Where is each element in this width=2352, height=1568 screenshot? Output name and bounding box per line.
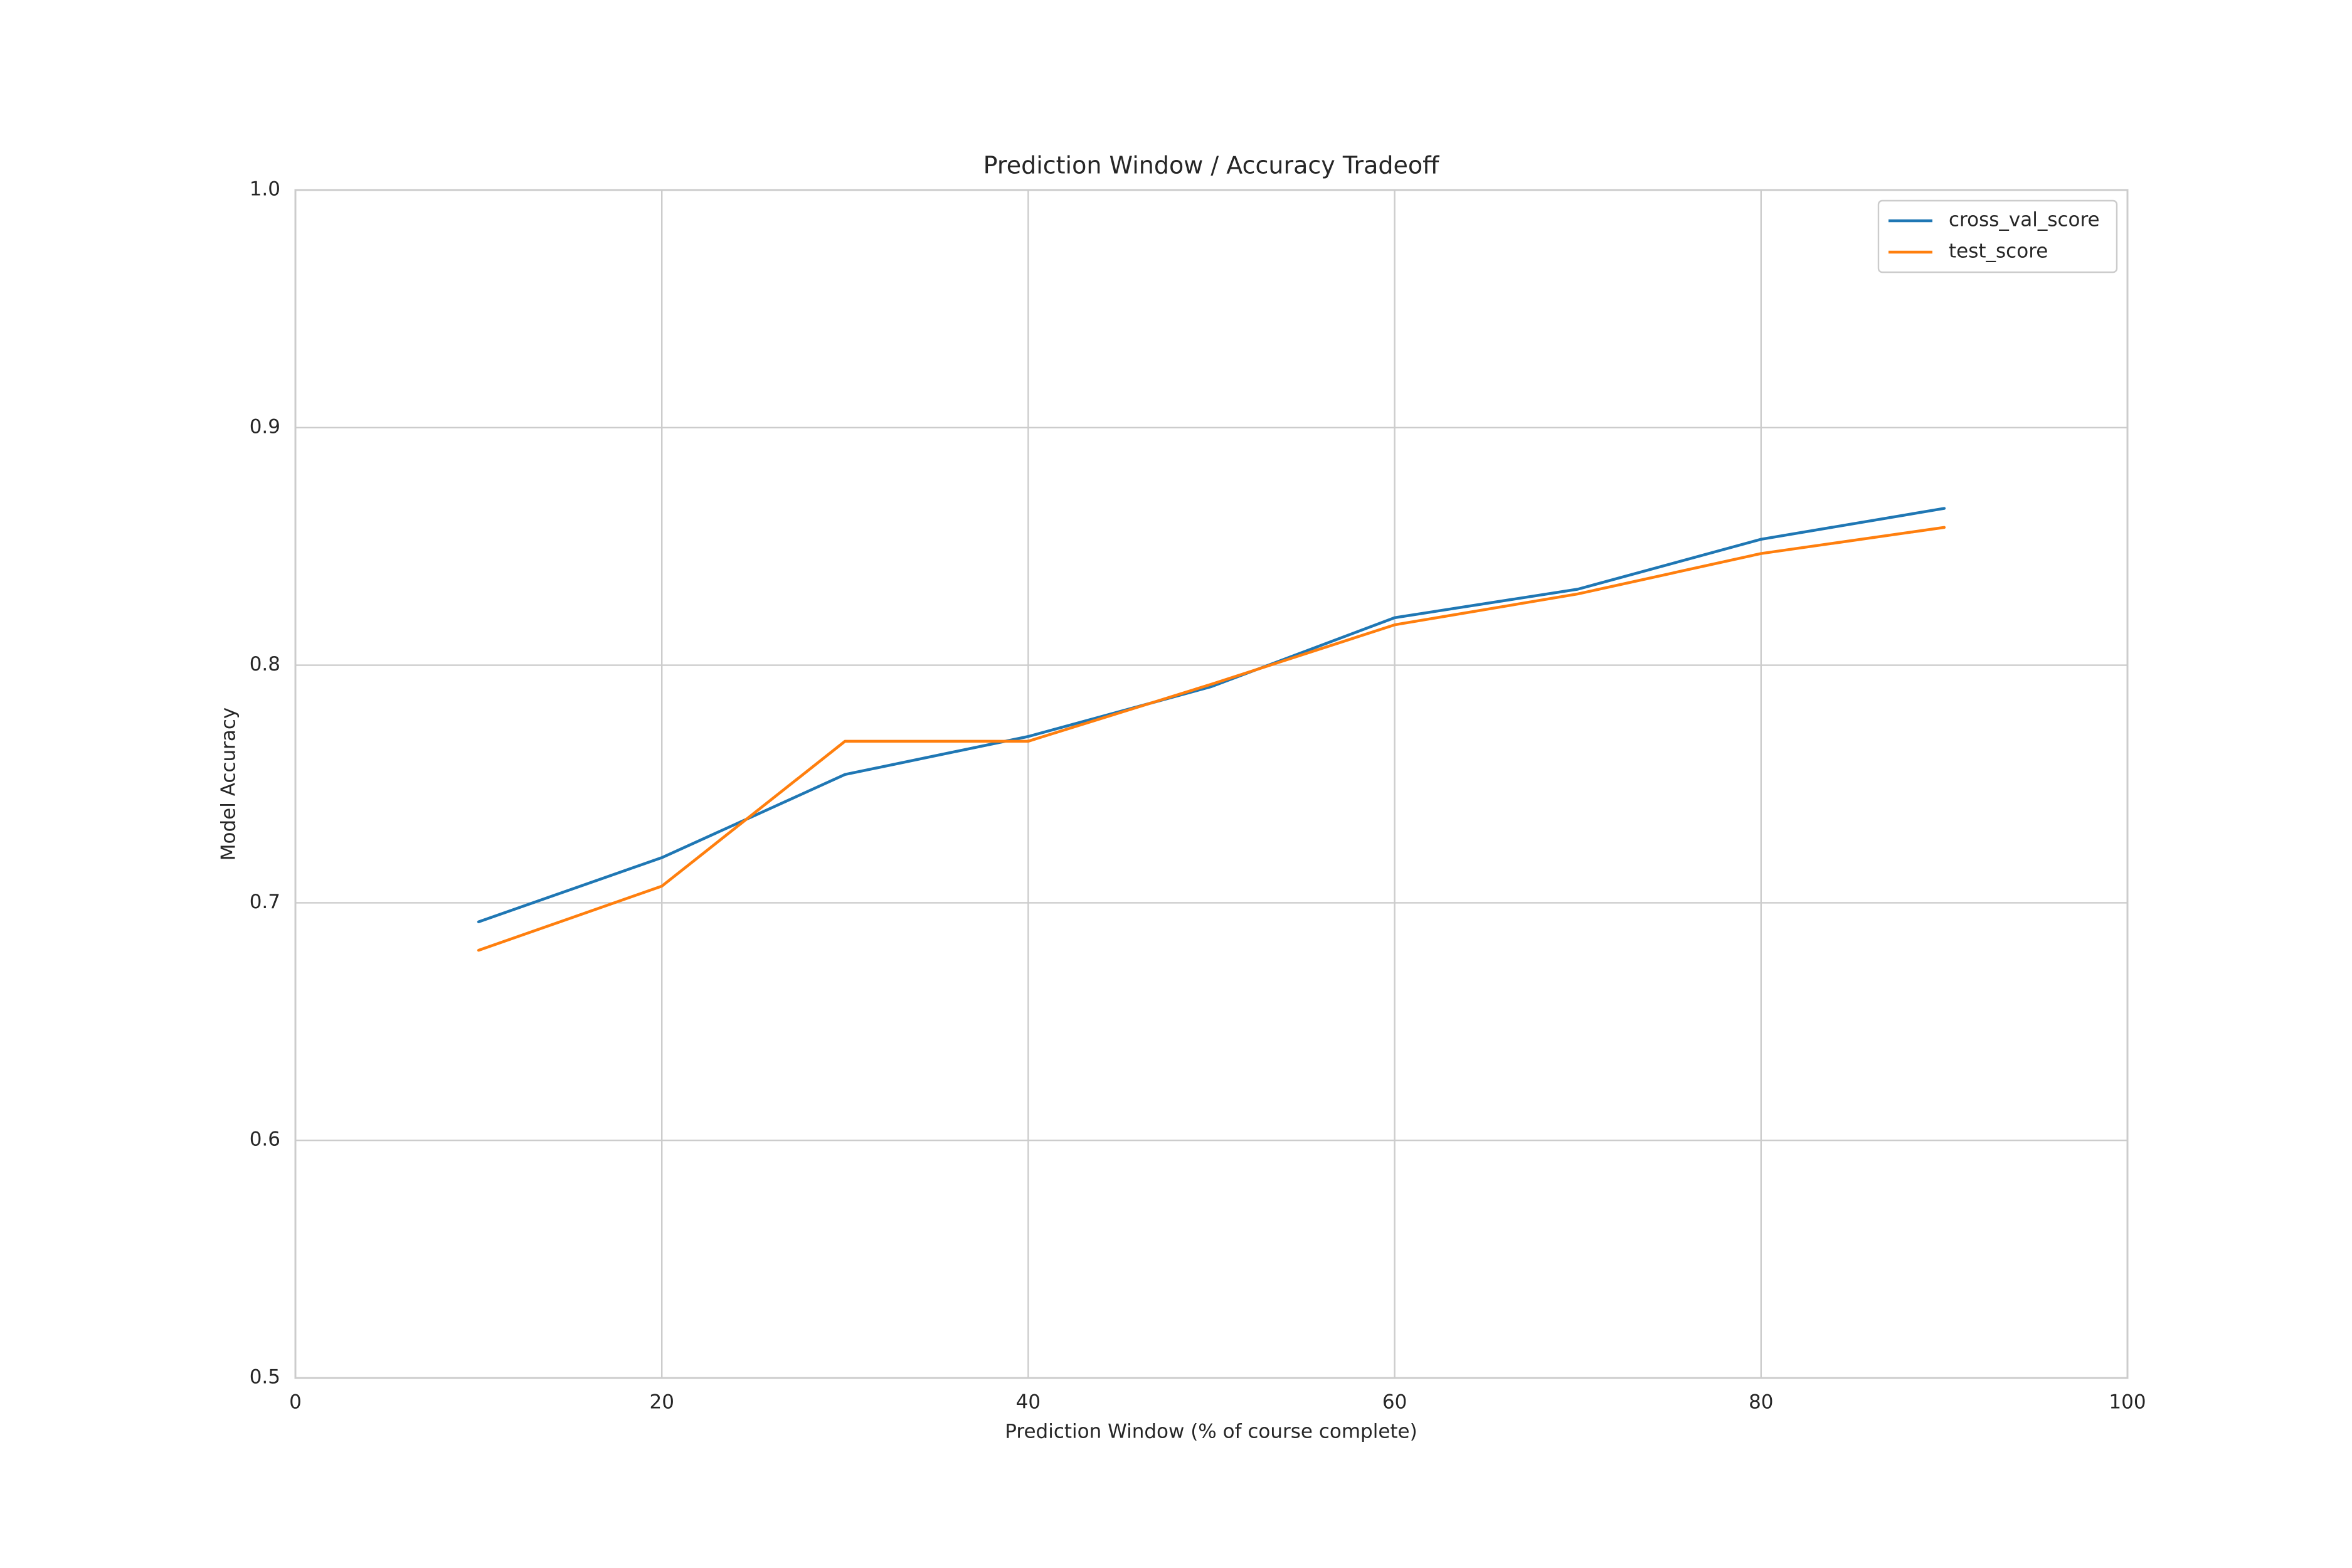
y-tick-label: 1.0 (250, 178, 280, 201)
plot-frame (294, 189, 2129, 1379)
chart-title: Prediction Window / Accuracy Tradeoff (983, 152, 1439, 179)
x-tick-label: 100 (2109, 1391, 2146, 1414)
legend-label: test_score (1949, 240, 2048, 263)
x-tick-label: 20 (649, 1391, 674, 1414)
data-line (477, 526, 1946, 952)
x-tick-label: 60 (1382, 1391, 1407, 1414)
y-axis-label: Model Accuracy (218, 707, 240, 861)
x-tick-label: 80 (1749, 1391, 1773, 1414)
y-tick-label: 0.7 (250, 891, 280, 913)
legend-box (1877, 199, 2118, 273)
legend-label: cross_val_score (1949, 209, 2100, 231)
x-axis-label: Prediction Window (% of course complete) (1005, 1421, 1417, 1443)
y-tick-label: 0.9 (250, 415, 280, 438)
x-tick-label: 40 (1016, 1391, 1041, 1414)
x-tick-label: 0 (289, 1391, 302, 1414)
y-tick-label: 0.5 (250, 1366, 280, 1389)
y-tick-label: 0.6 (250, 1128, 280, 1151)
data-line (477, 507, 1946, 923)
y-tick-label: 0.8 (250, 653, 280, 675)
